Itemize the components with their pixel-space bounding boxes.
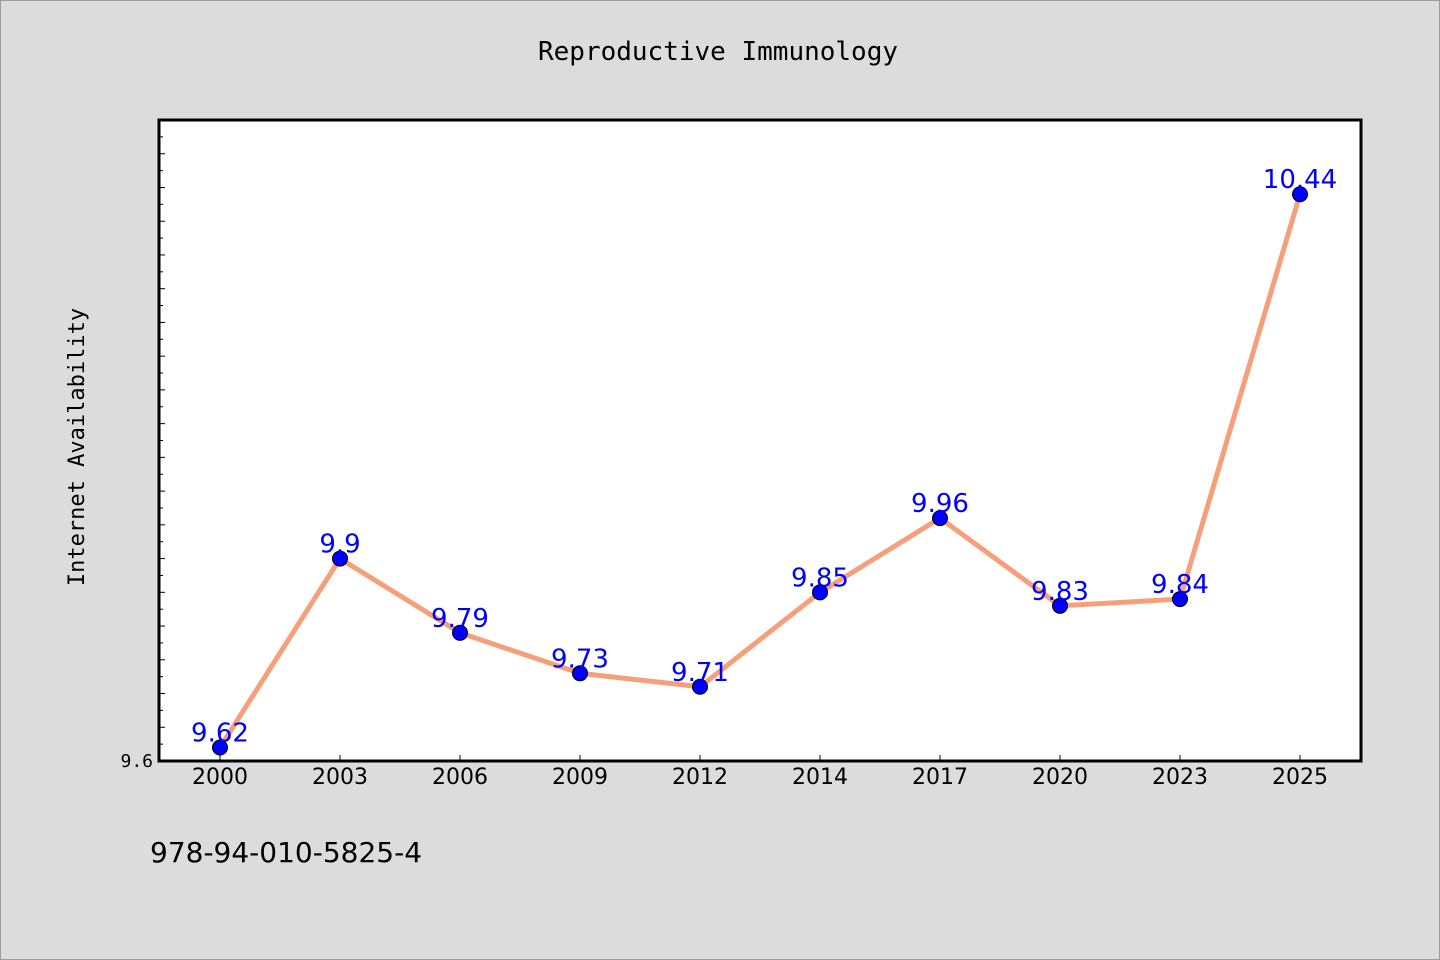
data-point [1172, 591, 1188, 608]
data-label: 9.73 [551, 644, 609, 674]
series-points [212, 186, 1308, 756]
data-label: 9.84 [1151, 570, 1209, 600]
data-point [1292, 186, 1308, 203]
plot-area [157, 118, 1363, 763]
y-axis-label: Internet Availability [65, 308, 90, 586]
footer-code: 978-94-010-5825-4 [150, 836, 423, 869]
data-label: 9.62 [191, 719, 249, 749]
data-point [812, 584, 828, 601]
x-tick-label: 2000 [192, 765, 248, 790]
data-point [692, 678, 708, 695]
data-point [1052, 597, 1068, 614]
data-point [452, 624, 468, 641]
data-label: 9.9 [319, 530, 360, 560]
chart-title: Reproductive Immunology [538, 37, 898, 67]
x-tick-label: 2017 [912, 765, 968, 790]
data-point [212, 739, 228, 756]
data-point [332, 550, 348, 567]
series-lines [217, 193, 1303, 749]
x-tick-label: 2006 [432, 765, 488, 790]
series-line [217, 193, 1303, 749]
data-point [932, 510, 948, 527]
data-label: 10.44 [1263, 165, 1337, 195]
data-point [572, 665, 588, 682]
data-label: 9.96 [911, 489, 969, 519]
x-axis-ticks: 2000 2003 2006 2009 2012 2014 2017 2020 2023 2025 [192, 755, 1328, 790]
x-tick-label: 2023 [1152, 765, 1208, 790]
x-tick-label: 2014 [792, 765, 848, 790]
data-label: 9.83 [1031, 577, 1089, 607]
data-label: 9.71 [671, 658, 729, 688]
data-label: 9.79 [431, 604, 489, 634]
x-tick-label: 2003 [312, 765, 368, 790]
x-tick-label: 2025 [1272, 765, 1328, 790]
series-labels: 9.62 9.9 9.79 9.73 9.71 9.85 9.96 9.83 9.84 10.44 [191, 165, 1337, 748]
x-tick-label: 2009 [552, 765, 608, 790]
x-tick-label: 2020 [1032, 765, 1088, 790]
y-tick-label: 9.6 [120, 751, 153, 772]
x-tick-label: 2012 [672, 765, 728, 790]
y-axis-ticks: 9.6 [120, 119, 165, 772]
data-label: 9.85 [791, 563, 849, 593]
